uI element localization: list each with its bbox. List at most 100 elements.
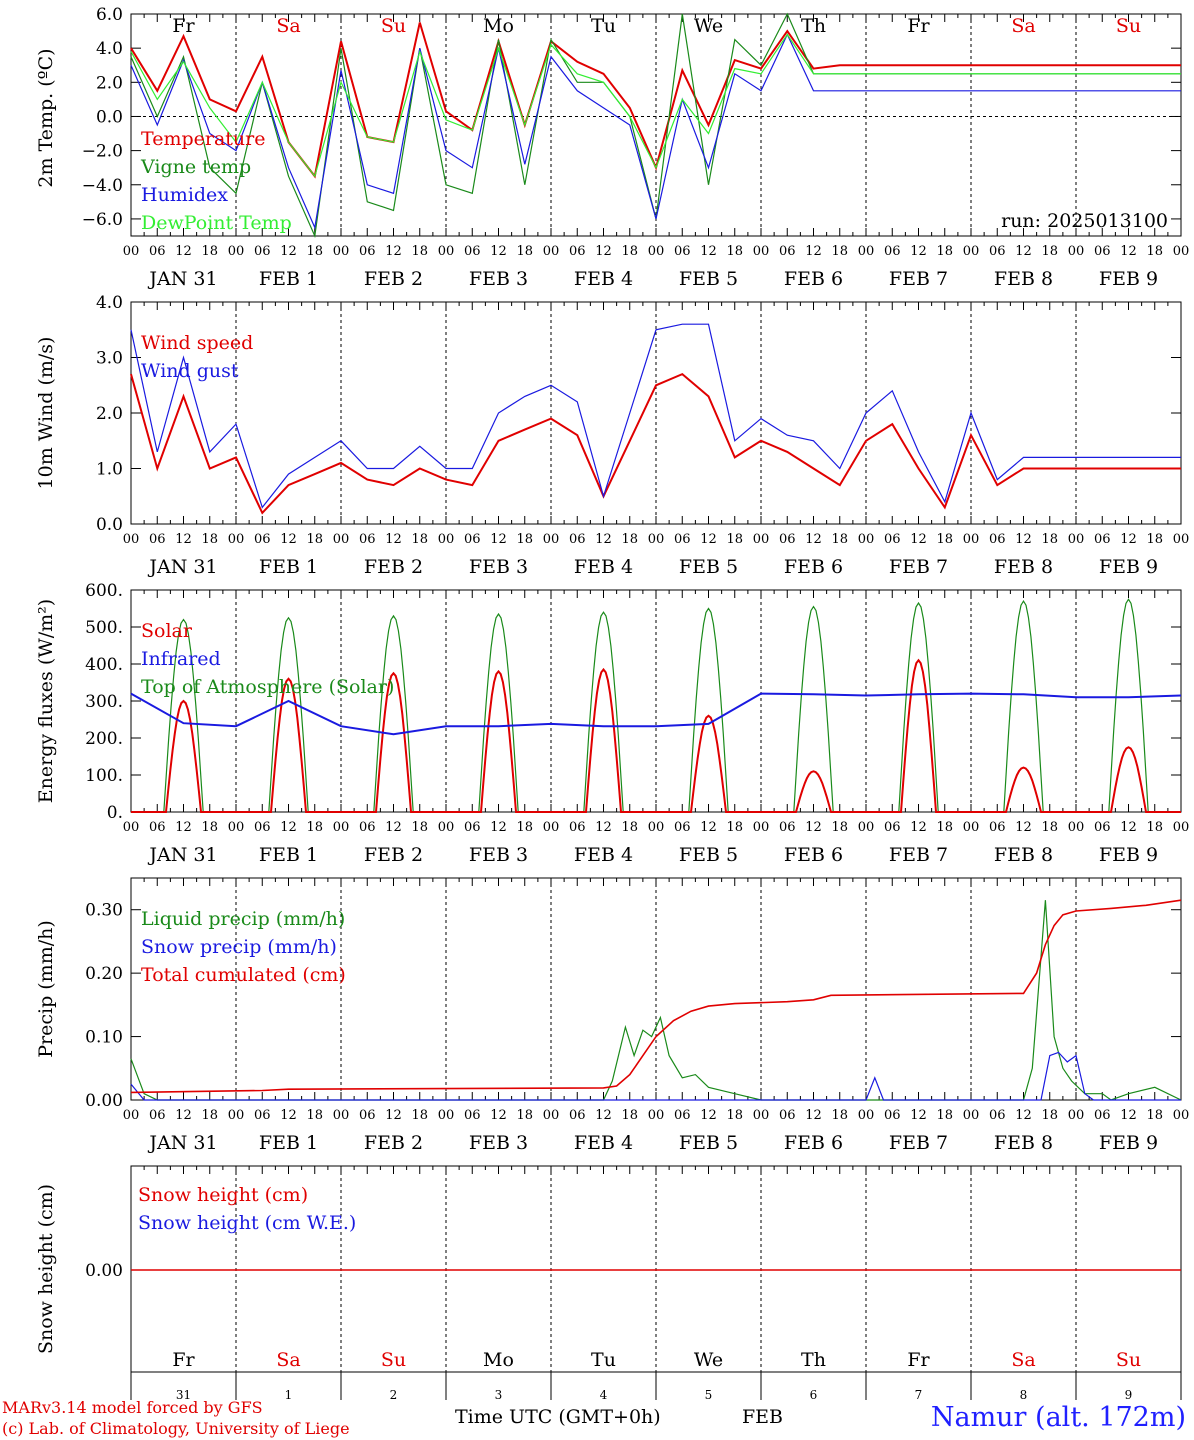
x-tick-label: 00	[228, 820, 245, 835]
x-tick-label: 00	[123, 820, 140, 835]
date-label: FEB 6	[784, 268, 843, 290]
x-tick-label: 18	[726, 532, 743, 547]
y-tick-label: 4.0	[96, 293, 123, 313]
weekday-label: Th	[801, 15, 826, 37]
y-tick-label: 4.0	[96, 39, 123, 59]
model-credit: MARv3.14 model forced by GFS	[2, 1398, 263, 1417]
x-tick-label: 00	[1173, 820, 1190, 835]
x-tick-label: 12	[385, 820, 402, 835]
weekday-label: Fr	[907, 1349, 930, 1371]
x-tick-label: 18	[1146, 532, 1163, 547]
weekday-label: Mo	[483, 15, 514, 37]
x-tick-label: 06	[779, 1108, 796, 1123]
x-tick-label: 06	[464, 244, 481, 259]
date-label: JAN 31	[147, 1132, 217, 1154]
x-tick-label: 12	[385, 532, 402, 547]
x-tick-label: 00	[333, 532, 350, 547]
y-tick-label: 0.10	[85, 1028, 123, 1048]
date-label: FEB 2	[364, 1132, 423, 1154]
legend-entry: Liquid precip (mm/h)	[141, 908, 345, 930]
y-tick-label: 0.0	[96, 107, 123, 127]
x-tick-label: 12	[910, 244, 927, 259]
x-tick-label: 12	[385, 244, 402, 259]
x-tick-label: 18	[516, 1108, 533, 1123]
legend-entry: Total cumulated (cm)	[141, 964, 346, 986]
day-number: 1	[285, 1388, 293, 1400]
x-tick-label: 00	[753, 820, 770, 835]
x-tick-label: 18	[726, 244, 743, 259]
x-tick-label: 06	[359, 244, 376, 259]
day-number: 2	[390, 1388, 398, 1400]
x-tick-label: 06	[149, 532, 166, 547]
day-number: 4	[600, 1388, 608, 1400]
x-tick-label: 18	[726, 820, 743, 835]
x-tick-label: 00	[1068, 244, 1085, 259]
y-tick-label: −4.0	[82, 176, 123, 196]
x-tick-label: 06	[674, 532, 691, 547]
x-tick-label: 18	[621, 244, 638, 259]
date-label: FEB 1	[259, 1132, 318, 1154]
x-tick-label: 06	[1094, 820, 1111, 835]
x-tick-label: 00	[543, 244, 560, 259]
date-label: JAN 31	[147, 844, 217, 866]
legend-entry: Top of Atmosphere (Solar)	[141, 676, 394, 698]
x-tick-label: 06	[884, 820, 901, 835]
x-tick-label: 12	[490, 532, 507, 547]
x-tick-label: 06	[254, 1108, 271, 1123]
x-tick-label: 00	[438, 1108, 455, 1123]
date-label: FEB 3	[469, 268, 528, 290]
x-tick-label: 18	[411, 820, 428, 835]
x-tick-label: 06	[359, 820, 376, 835]
legend-entry: DewPoint Temp	[141, 212, 292, 234]
x-tick-label: 00	[123, 244, 140, 259]
x-tick-label: 18	[1041, 820, 1058, 835]
y-tick-label: 0.	[107, 803, 123, 823]
x-tick-label: 18	[411, 1108, 428, 1123]
legend-entry: Temperature	[141, 128, 265, 150]
date-label: FEB 8	[994, 844, 1053, 866]
weekday-label: Su	[1116, 15, 1141, 37]
date-label: FEB 6	[784, 556, 843, 578]
x-tick-label: 12	[175, 820, 192, 835]
date-label: FEB 1	[259, 844, 318, 866]
run-annotation: run: 2025013100	[1001, 210, 1168, 232]
x-tick-label: 06	[989, 244, 1006, 259]
x-tick-label: 18	[1146, 820, 1163, 835]
x-tick-label: 18	[1041, 1108, 1058, 1123]
x-tick-label: 18	[621, 532, 638, 547]
weekday-label: Sa	[1011, 15, 1035, 37]
x-tick-label: 00	[1173, 1108, 1190, 1123]
x-tick-label: 00	[438, 244, 455, 259]
y-tick-label: 0.00	[85, 1091, 123, 1111]
x-tick-label: 12	[595, 820, 612, 835]
weekday-label: Fr	[172, 1349, 195, 1371]
x-tick-label: 18	[621, 1108, 638, 1123]
day-number: 7	[915, 1388, 923, 1400]
x-tick-label: 00	[753, 532, 770, 547]
x-tick-label: 12	[805, 1108, 822, 1123]
date-label: JAN 31	[147, 556, 217, 578]
y-axis-label: 10m Wind (m/s)	[35, 337, 57, 490]
y-tick-label: −2.0	[82, 142, 123, 162]
x-tick-label: 06	[359, 1108, 376, 1123]
date-label: FEB 7	[889, 268, 948, 290]
x-tick-label: 18	[516, 820, 533, 835]
y-tick-label: 0.30	[85, 901, 123, 921]
y-tick-label: −6.0	[82, 210, 123, 230]
x-tick-label: 12	[385, 1108, 402, 1123]
day-number: 3	[495, 1388, 503, 1400]
y-tick-label: 6.0	[96, 5, 123, 25]
y-axis-label: Energy fluxes (W/m²)	[35, 599, 57, 803]
x-tick-label: 06	[989, 532, 1006, 547]
x-tick-label: 12	[910, 1108, 927, 1123]
x-tick-label: 06	[254, 820, 271, 835]
series-line-snow	[130, 1051, 1181, 1101]
x-tick-label: 00	[1068, 1108, 1085, 1123]
date-label: FEB 9	[1099, 1132, 1158, 1154]
x-tick-label: 06	[254, 532, 271, 547]
x-tick-label: 18	[1041, 532, 1058, 547]
weekday-label: Su	[381, 15, 406, 37]
x-tick-label: 00	[333, 244, 350, 259]
legend-entry: Snow height (cm)	[138, 1184, 308, 1206]
y-axis-label: 2m Temp. (ºC)	[35, 48, 57, 187]
